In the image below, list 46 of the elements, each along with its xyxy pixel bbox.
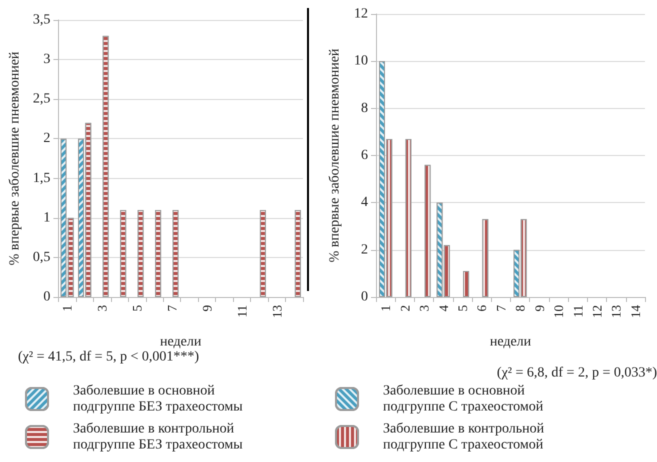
y-axis-title: % впервые заболевшие пневмонией <box>328 48 342 262</box>
x-tick-label: 1 <box>378 305 394 312</box>
y-tick-label: 4 <box>361 195 368 210</box>
y-tick-label: 2 <box>43 131 50 146</box>
y-tick-label: 0,5 <box>32 250 50 265</box>
text: (χ² = 6,8, df = 2, p = 0,033*) <box>496 366 657 380</box>
y-tick-label: 2,5 <box>32 92 50 107</box>
y-tick-label: 2 <box>361 242 368 258</box>
x-tick-label: 13 <box>608 305 624 318</box>
x-tick-label: 9 <box>532 305 547 312</box>
legend-label: Заболевшие в контрольной подгруппе С трахеостомой <box>383 422 545 452</box>
legend-label: Заболевшие в основной подгруппе С трахеостомой <box>383 384 544 414</box>
y-tick-label: 0 <box>43 290 50 304</box>
x-tick-label: 10 <box>551 305 566 318</box>
x-tick-label: 7 <box>164 304 180 312</box>
x-tick-label: 3 <box>416 305 432 312</box>
x-tick-label: 2 <box>397 305 412 312</box>
x-tick-label: 5 <box>130 305 145 312</box>
y-tick-label: 3,5 <box>32 12 50 28</box>
x-tick-label: 7 <box>493 304 508 312</box>
x-tick-label: 9 <box>199 305 214 312</box>
x-tick-label: 1 <box>60 305 75 312</box>
y-tick-label: 3 <box>43 52 50 68</box>
y-tick-label: 6 <box>361 148 368 163</box>
x-axis-title: недели <box>490 334 532 350</box>
y-axis-title: % впервые заболевшие пневмонией <box>8 51 22 266</box>
x-tick-label: 14 <box>628 304 643 318</box>
x-tick-label: 3 <box>94 305 110 312</box>
x-tick-label: 11 <box>570 305 586 318</box>
y-tick-label: 1,5 <box>32 170 50 186</box>
x-axis-title: недели <box>160 334 202 350</box>
x-tick-label: 5 <box>454 305 470 312</box>
x-tick-label: 11 <box>234 305 250 318</box>
x-tick-label: 4 <box>436 304 451 312</box>
x-tick-label: 13 <box>269 305 284 318</box>
x-tick-label: 8 <box>512 305 528 312</box>
legend-label: Заболевшие в основной подгруппе БЕЗ трахеостомы <box>73 384 244 414</box>
legend-label: Заболевшие в контрольной подгруппе БЕЗ трахеостомы <box>73 422 244 452</box>
y-tick-label: 10 <box>354 54 368 69</box>
x-tick-label: 6 <box>474 304 490 312</box>
text: (χ² = 41,5, df = 5, p < 0,001***) <box>18 350 200 364</box>
y-tick-label: 8 <box>361 100 368 116</box>
y-tick-label: 1 <box>43 210 50 226</box>
x-tick-label: 12 <box>589 305 604 318</box>
y-tick-label: 0 <box>361 290 368 304</box>
y-tick-label: 12 <box>354 6 368 22</box>
